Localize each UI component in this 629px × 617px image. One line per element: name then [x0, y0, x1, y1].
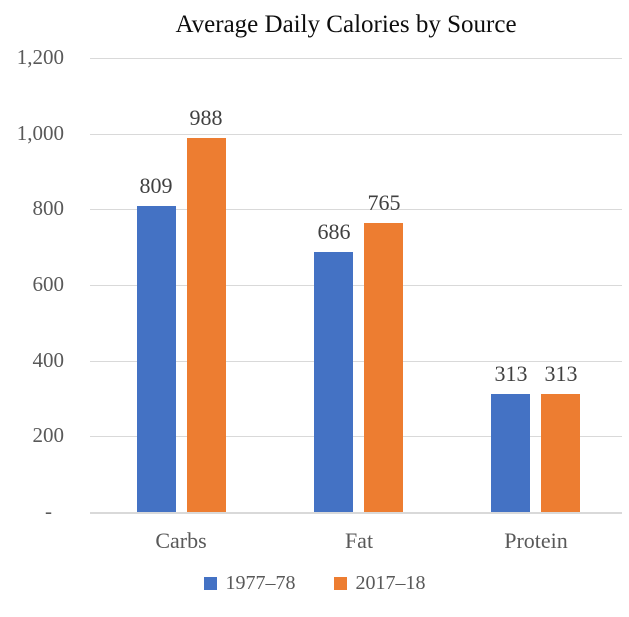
gridline	[90, 285, 622, 286]
data-label: 809	[139, 173, 173, 198]
gridline	[90, 134, 622, 135]
plot-area	[90, 58, 622, 514]
x-category-label: Fat	[344, 528, 374, 553]
y-tick-label: 600	[32, 272, 65, 296]
data-label: 686	[317, 219, 351, 244]
bar-carbs-series2	[187, 138, 226, 512]
data-label: 313	[494, 361, 528, 386]
legend-item-series1: 1977–78	[203, 572, 296, 595]
data-label: 313	[544, 361, 578, 386]
y-tick-label: 800	[32, 196, 65, 220]
bar-fat-series2	[364, 223, 403, 512]
legend-swatch-icon	[203, 577, 217, 590]
legend-swatch-icon	[333, 577, 347, 590]
data-label: 988	[189, 105, 223, 130]
gridline	[90, 436, 622, 437]
bar-fat-series1	[314, 252, 353, 512]
x-category-label: Protein	[504, 528, 568, 553]
bar-protein-series1	[491, 394, 530, 512]
gridline	[90, 209, 622, 210]
y-tick-label: 1,200	[16, 45, 64, 69]
gridline	[90, 58, 622, 59]
bar-protein-series2	[541, 394, 580, 512]
x-category-label: Carbs	[155, 528, 207, 553]
bar-carbs-series1	[137, 206, 176, 512]
y-tick-label: 400	[32, 348, 65, 372]
data-label: 765	[367, 190, 401, 215]
y-tick-label: 1,000	[16, 121, 64, 145]
gridline	[90, 361, 622, 362]
legend-label: 1977–78	[225, 572, 296, 594]
y-tick-label: -	[45, 499, 52, 523]
chart-title: Average Daily Calories by Source	[175, 11, 517, 38]
legend-label: 2017–18	[355, 572, 426, 594]
x-axis-line	[90, 512, 622, 514]
legend-item-series2: 2017–18	[333, 572, 426, 595]
y-tick-label: 200	[32, 423, 65, 447]
legend: 1977–78 2017–18	[0, 572, 629, 595]
